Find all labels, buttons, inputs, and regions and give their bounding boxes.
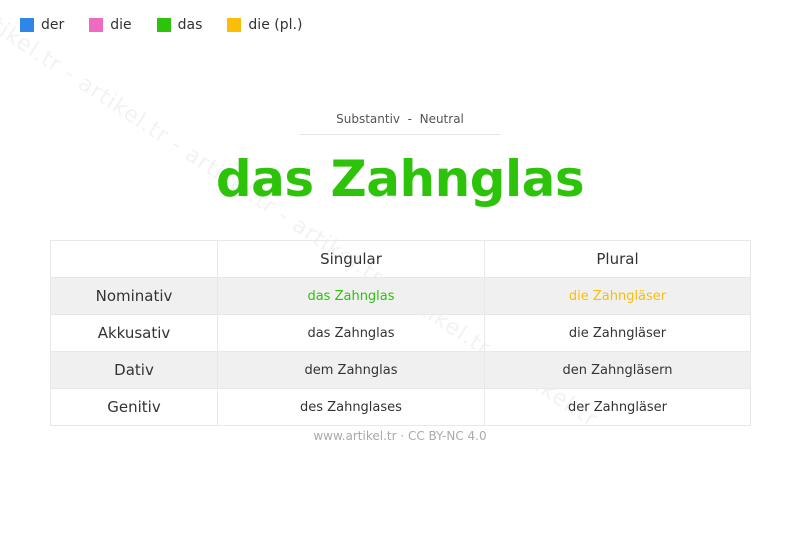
legend-label: das	[177, 17, 203, 33]
plural-cell: den Zahngläsern	[484, 351, 751, 389]
color-swatch	[20, 18, 34, 32]
color-swatch	[227, 18, 242, 32]
header-plural: Plural	[484, 240, 751, 278]
legend-label: der	[41, 17, 65, 33]
color-swatch	[89, 18, 104, 32]
singular-cell: des Zahnglases	[217, 388, 485, 426]
header-singular: Singular	[217, 240, 485, 278]
legend-label: die	[110, 17, 132, 33]
legend-label: die (pl.)	[248, 17, 303, 33]
legend-item-das: das	[156, 17, 203, 33]
singular-cell: das Zahnglas	[217, 314, 485, 352]
table-row: Nominativ das Zahnglas die Zahngläser	[50, 277, 751, 315]
case-label: Akkusativ	[50, 314, 218, 352]
color-swatch	[156, 18, 171, 32]
license-footer: www.artikel.tr · CC BY-NC 4.0	[313, 429, 487, 443]
plural-cell: die Zahngläser	[484, 314, 751, 352]
singular-cell: das Zahnglas	[217, 277, 485, 315]
declension-table: Singular Plural Nominativ das Zahnglas d…	[50, 240, 751, 426]
plural-cell: der Zahngläser	[484, 388, 751, 426]
singular-cell: dem Zahnglas	[217, 351, 485, 389]
legend-item-die: die	[89, 17, 132, 33]
table-row: Dativ dem Zahnglas den Zahngläsern	[50, 351, 751, 389]
header-empty	[50, 240, 218, 278]
gender-legend: der die das die (pl.)	[20, 17, 327, 33]
case-label: Dativ	[50, 351, 218, 389]
word-type-subtitle: Substantiv - Neutral	[300, 112, 500, 135]
case-label: Nominativ	[50, 277, 218, 315]
page-title: das Zahnglas	[215, 150, 585, 208]
plural-cell: die Zahngläser	[484, 277, 751, 315]
table-row: Genitiv des Zahnglases der Zahngläser	[50, 388, 751, 426]
table-header-row: Singular Plural	[50, 240, 751, 278]
table-row: Akkusativ das Zahnglas die Zahngläser	[50, 314, 751, 352]
legend-item-plural: die (pl.)	[227, 17, 302, 33]
legend-item-der: der	[20, 17, 64, 33]
case-label: Genitiv	[50, 388, 218, 426]
